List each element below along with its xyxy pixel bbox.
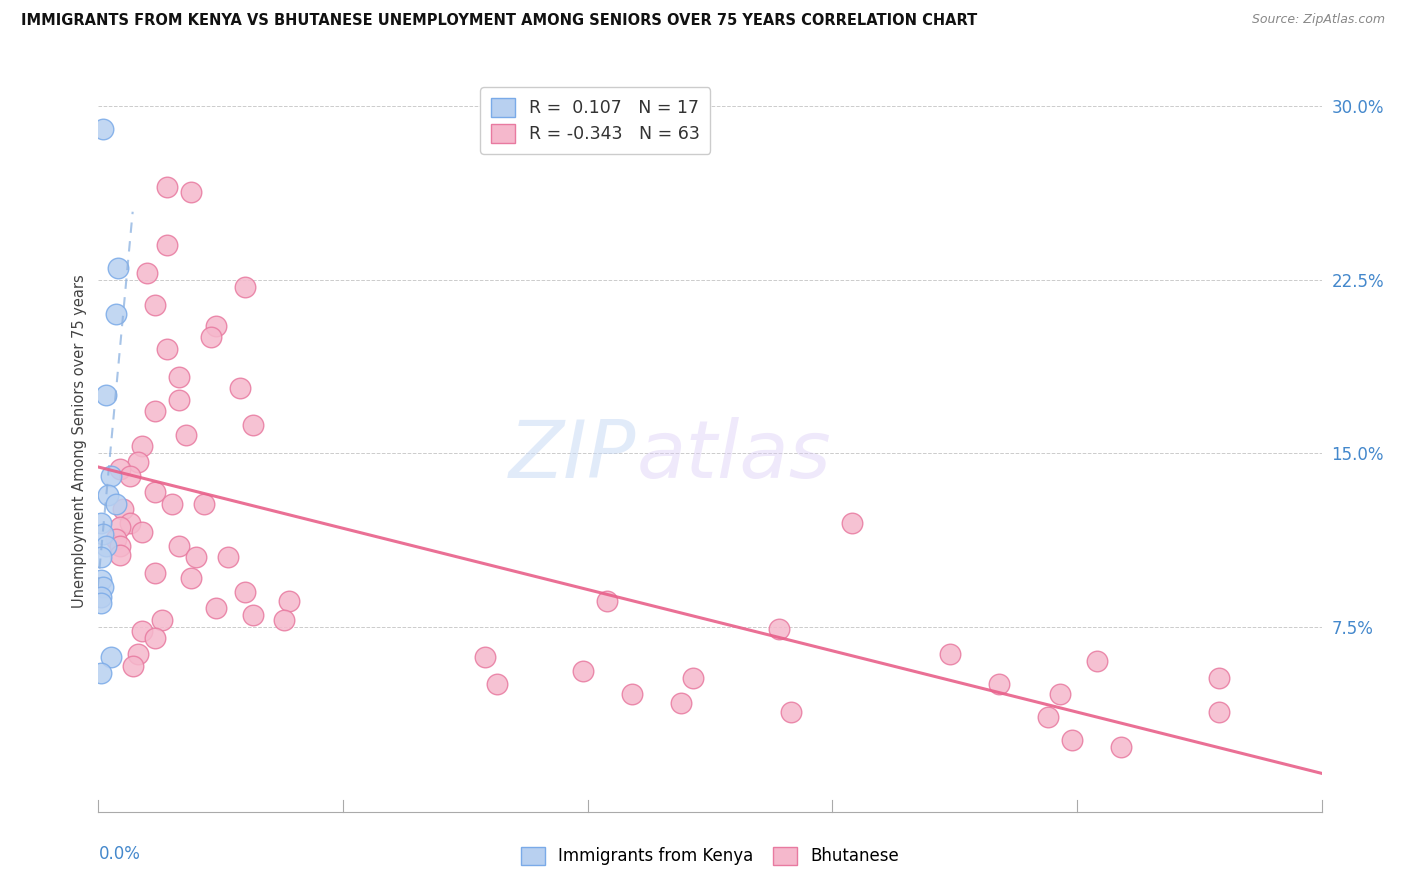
Point	[143, 566, 166, 581]
Point	[186, 550, 208, 565]
Point	[104, 497, 127, 511]
Point	[110, 520, 132, 534]
Point	[1062, 733, 1084, 747]
Point	[131, 524, 153, 539]
Point	[90, 516, 112, 530]
Point	[939, 648, 962, 662]
Point	[1208, 671, 1230, 685]
Point	[278, 594, 301, 608]
Point	[107, 260, 129, 275]
Point	[596, 594, 619, 608]
Point	[131, 624, 153, 639]
Y-axis label: Unemployment Among Seniors over 75 years: Unemployment Among Seniors over 75 years	[72, 275, 87, 608]
Text: Source: ZipAtlas.com: Source: ZipAtlas.com	[1251, 13, 1385, 27]
Point	[127, 648, 149, 662]
Point	[90, 590, 112, 604]
Point	[127, 455, 149, 469]
Point	[1049, 687, 1071, 701]
Point	[180, 571, 202, 585]
Point	[104, 307, 127, 321]
Point	[193, 497, 215, 511]
Point	[160, 497, 183, 511]
Point	[143, 404, 166, 418]
Point	[474, 649, 496, 664]
Point	[486, 677, 509, 691]
Text: ZIP: ZIP	[509, 417, 637, 495]
Point	[104, 532, 127, 546]
Point	[180, 185, 202, 199]
Point	[111, 501, 134, 516]
Point	[669, 696, 692, 710]
Point	[156, 342, 179, 356]
Point	[205, 318, 228, 333]
Point	[682, 671, 704, 685]
Point	[572, 664, 595, 678]
Point	[143, 631, 166, 645]
Point	[91, 580, 114, 594]
Point	[110, 548, 132, 562]
Point	[841, 516, 863, 530]
Point	[167, 392, 190, 407]
Point	[94, 539, 117, 553]
Point	[150, 613, 173, 627]
Point	[121, 659, 143, 673]
Point	[90, 597, 112, 611]
Point	[1085, 654, 1108, 668]
Text: atlas: atlas	[637, 417, 831, 495]
Point	[167, 539, 190, 553]
Text: IMMIGRANTS FROM KENYA VS BHUTANESE UNEMPLOYMENT AMONG SENIORS OVER 75 YEARS CORR: IMMIGRANTS FROM KENYA VS BHUTANESE UNEMP…	[21, 13, 977, 29]
Point	[200, 330, 222, 344]
Point	[100, 469, 122, 483]
Point	[90, 550, 112, 565]
Point	[205, 601, 228, 615]
Point	[143, 485, 166, 500]
Point	[120, 516, 142, 530]
Point	[120, 469, 142, 483]
Point	[779, 705, 801, 719]
Point	[91, 527, 114, 541]
Point	[90, 665, 112, 680]
Point	[131, 439, 153, 453]
Point	[94, 388, 117, 402]
Point	[156, 238, 179, 252]
Point	[242, 608, 264, 623]
Point	[100, 649, 122, 664]
Point	[90, 574, 112, 588]
Point	[1036, 710, 1059, 724]
Point	[167, 369, 190, 384]
Point	[110, 462, 132, 476]
Text: 0.0%: 0.0%	[98, 845, 141, 863]
Point	[176, 427, 198, 442]
Point	[233, 585, 256, 599]
Point	[620, 687, 643, 701]
Point	[97, 488, 120, 502]
Point	[143, 298, 166, 312]
Point	[233, 279, 256, 293]
Point	[1208, 705, 1230, 719]
Point	[229, 381, 252, 395]
Point	[242, 418, 264, 433]
Point	[91, 122, 114, 136]
Point	[110, 539, 132, 553]
Point	[156, 180, 179, 194]
Point	[987, 677, 1010, 691]
Legend: Immigrants from Kenya, Bhutanese: Immigrants from Kenya, Bhutanese	[513, 838, 907, 874]
Point	[768, 622, 790, 636]
Point	[136, 266, 159, 280]
Point	[273, 613, 295, 627]
Point	[1109, 739, 1132, 754]
Point	[217, 550, 239, 565]
